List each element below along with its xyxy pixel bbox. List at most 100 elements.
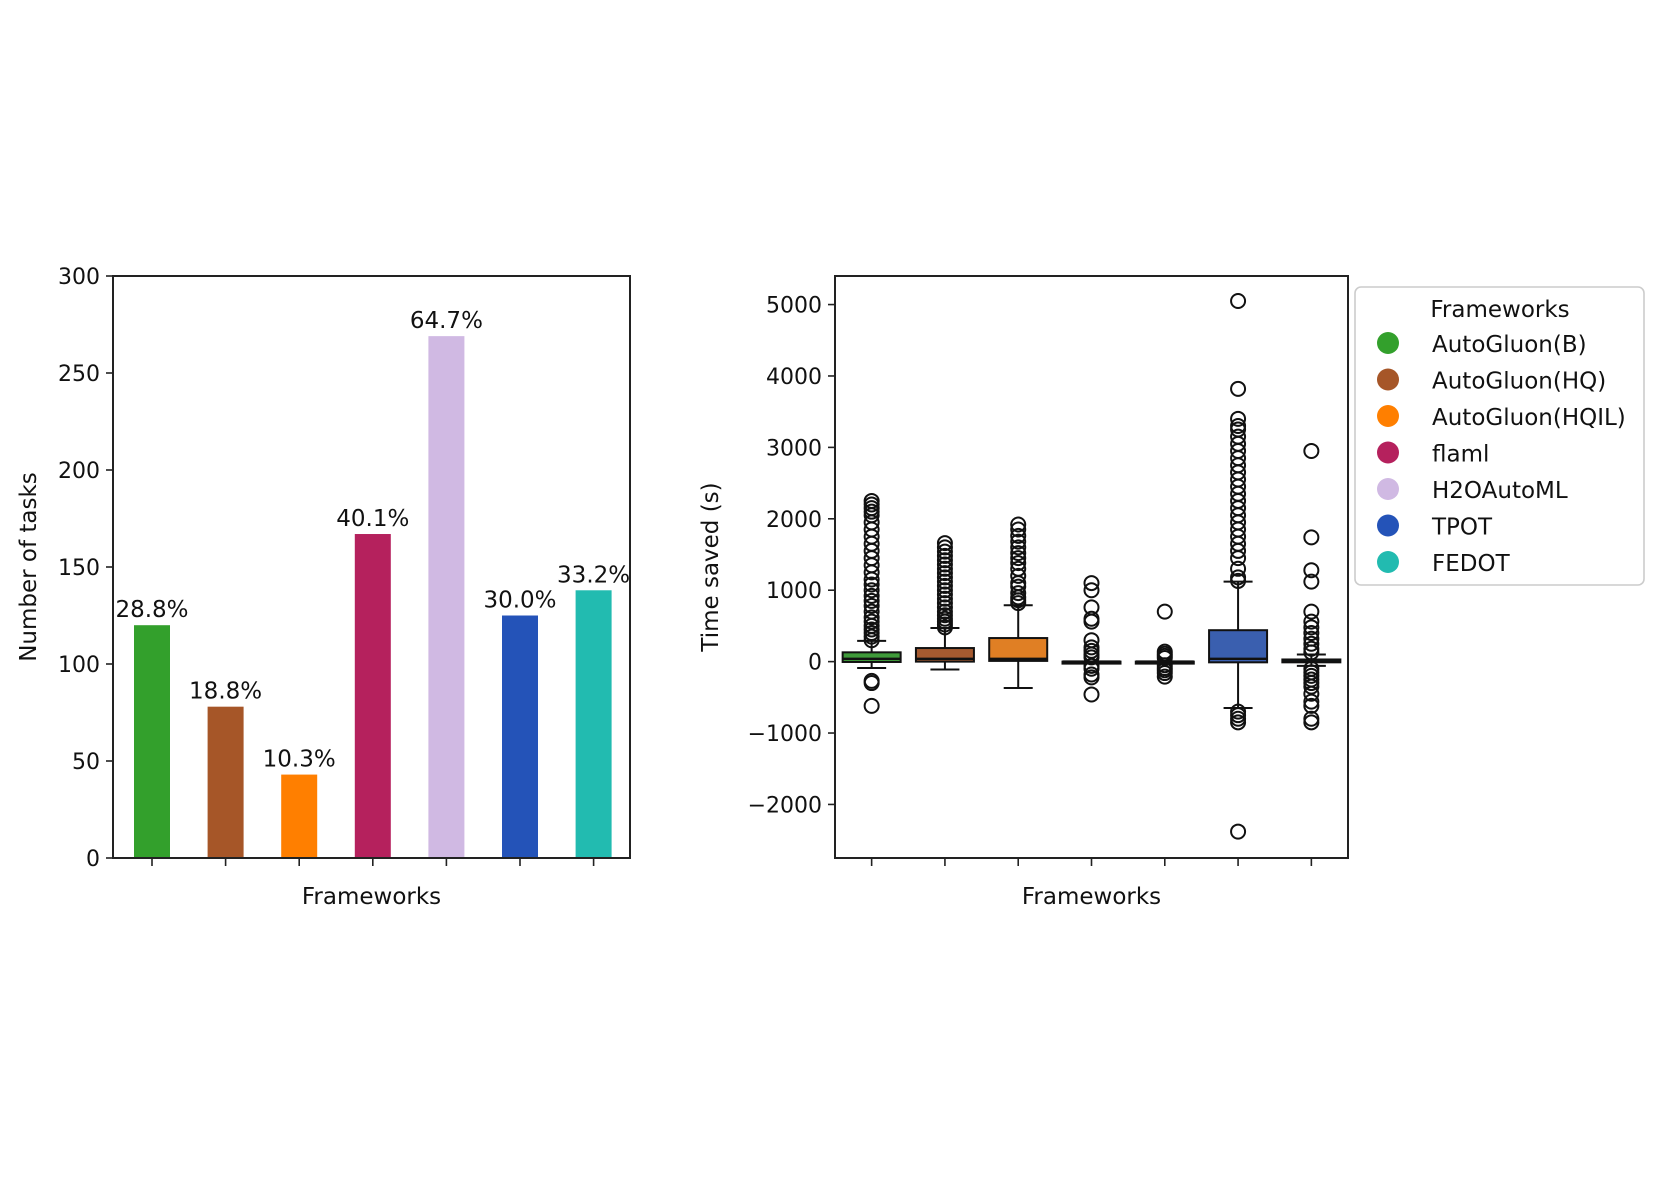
- box-plot: −2000 −1000 0 1000 2000 3000 4000 5000 Framewor…: [698, 275, 1349, 910]
- flier-tpot: [1230, 714, 1247, 731]
- bar-chart-ytick-label: 150: [58, 556, 100, 581]
- flier-autogluon-hq: [936, 539, 953, 556]
- bar-fedot: [575, 590, 612, 858]
- flier-h2oautoml: [1156, 603, 1173, 620]
- bar-chart-ytick-label: 100: [58, 653, 100, 678]
- bar-label-autogluon-b: 28.8%: [115, 597, 188, 623]
- flier-autogluon-hqil: [1010, 550, 1027, 567]
- legend-marker-autogluon-hq: [1377, 368, 1399, 391]
- bar-chart: 0 50 100 150 200 250 300 28.8% 18.8% 10.3% 40.1% 64…: [16, 265, 631, 910]
- flier-autogluon-hqil: [1010, 516, 1027, 533]
- flier-flaml: [1083, 686, 1100, 703]
- box-plot-ytick-label: 3000: [766, 436, 822, 461]
- bar-label-flaml: 40.1%: [336, 506, 409, 532]
- bar-chart-ylabel: Number of tasks: [16, 472, 42, 662]
- legend-marker-tpot: [1377, 514, 1399, 537]
- flier-autogluon-hq: [936, 599, 953, 616]
- flier-autogluon-hq: [936, 590, 953, 607]
- box-plot-plot-area: −2000 −1000 0 1000 2000 3000 4000 5000: [748, 292, 1342, 866]
- flier-autogluon-hq: [936, 595, 953, 612]
- flier-fedot: [1303, 635, 1320, 652]
- flier-autogluon-hqil: [1010, 521, 1027, 538]
- legend-label-autogluon-hqil: AutoGluon(HQIL): [1432, 405, 1626, 431]
- flier-autogluon-b: [863, 576, 880, 593]
- legend-marker-autogluon-b: [1377, 332, 1399, 354]
- bar-chart-ytick-label: 300: [58, 265, 100, 290]
- box-plot-ytick-label: 0: [808, 651, 822, 676]
- flier-autogluon-hqil: [1010, 555, 1027, 572]
- legend-marker-flaml: [1377, 441, 1399, 464]
- bar-label-tpot: 30.0%: [483, 588, 556, 614]
- box-plot-ytick-label: 4000: [766, 365, 822, 390]
- flier-fedot: [1303, 697, 1320, 714]
- flier-autogluon-hq: [936, 569, 953, 586]
- flier-autogluon-hq: [936, 535, 953, 552]
- flier-fedot: [1303, 613, 1320, 630]
- flier-flaml: [1083, 575, 1100, 592]
- legend-marker-h2oautoml: [1377, 478, 1399, 500]
- flier-autogluon-hqil: [1010, 539, 1027, 556]
- flier-autogluon-b: [863, 587, 880, 604]
- flier-autogluon-hqil: [1010, 527, 1027, 544]
- flier-autogluon-b: [863, 582, 880, 599]
- flier-autogluon-b: [863, 492, 880, 509]
- bar-autogluon-hqil: [281, 774, 318, 858]
- flier-autogluon-hqil: [1010, 545, 1027, 562]
- box-plot-ytick-label: 1000: [766, 579, 822, 604]
- flier-fedot: [1303, 693, 1320, 710]
- legend-title: Frameworks: [1430, 297, 1569, 323]
- bar-chart-ytick-label: 0: [86, 847, 100, 872]
- flier-autogluon-hq: [936, 573, 953, 590]
- flier-autogluon-hqil: [1010, 533, 1027, 550]
- flier-tpot: [1230, 823, 1247, 840]
- bar-chart-xlabel: Frameworks: [302, 884, 441, 910]
- flier-tpot: [1230, 560, 1247, 577]
- box-autogluon-b: [841, 651, 902, 663]
- legend-marker-autogluon-hqil: [1377, 405, 1399, 427]
- bar-label-autogluon-hqil: 10.3%: [263, 747, 336, 773]
- flier-autogluon-b: [863, 592, 880, 609]
- bar-autogluon-b: [134, 625, 170, 858]
- bar-tpot: [502, 615, 538, 858]
- flier-flaml: [1083, 613, 1100, 630]
- box-plot-xlabel: Frameworks: [1022, 884, 1161, 910]
- flier-autogluon-hq: [936, 560, 953, 577]
- bar-chart-ytick-label: 250: [58, 362, 100, 387]
- flier-autogluon-hqil: [1010, 560, 1027, 577]
- flier-tpot: [1230, 417, 1247, 434]
- flier-autogluon-hq: [936, 582, 953, 599]
- legend-items: AutoGluon(B) AutoGluon(HQ) AutoGluon(HQIL)…: [1377, 332, 1626, 577]
- legend-label-fedot: FEDOT: [1432, 551, 1511, 577]
- flier-autogluon-hq: [936, 552, 953, 569]
- flier-h2oautoml: [1156, 668, 1173, 685]
- bar-chart-ytick-label: 50: [72, 750, 100, 775]
- legend-label-flaml: flaml: [1432, 442, 1489, 468]
- flier-autogluon-hqil: [1010, 585, 1027, 602]
- flier-autogluon-b: [863, 609, 880, 626]
- box-plot-ytick-label: 5000: [766, 294, 822, 319]
- bar-chart-ytick-label: 200: [58, 459, 100, 484]
- box-plot-axes-frame: [834, 275, 1349, 859]
- legend-label-autogluon-hq: AutoGluon(HQ): [1432, 369, 1606, 395]
- flier-autogluon-b: [863, 613, 880, 630]
- box-plot-ylabel: Time saved (s): [698, 482, 724, 652]
- box-plot-ytick-label: −1000: [748, 722, 822, 747]
- box-plot-ytick-label: −2000: [748, 793, 822, 818]
- flier-autogluon-hq: [936, 547, 953, 564]
- flier-fedot: [1303, 685, 1320, 702]
- flier-fedot: [1303, 714, 1320, 731]
- box-autogluon-hqil: [988, 637, 1049, 662]
- flier-fedot: [1303, 644, 1320, 661]
- legend-label-autogluon-b: AutoGluon(B): [1432, 332, 1587, 358]
- flier-flaml: [1083, 649, 1100, 666]
- flier-fedot: [1303, 562, 1320, 579]
- flier-autogluon-hq: [936, 556, 953, 573]
- flier-fedot: [1303, 625, 1320, 642]
- flier-tpot: [1230, 428, 1247, 445]
- flier-autogluon-b: [863, 675, 880, 692]
- flier-fedot: [1303, 603, 1320, 620]
- bar-chart-axes-frame: [112, 275, 631, 859]
- flier-tpot: [1230, 569, 1247, 586]
- bar-label-h2oautoml: 64.7%: [410, 308, 483, 334]
